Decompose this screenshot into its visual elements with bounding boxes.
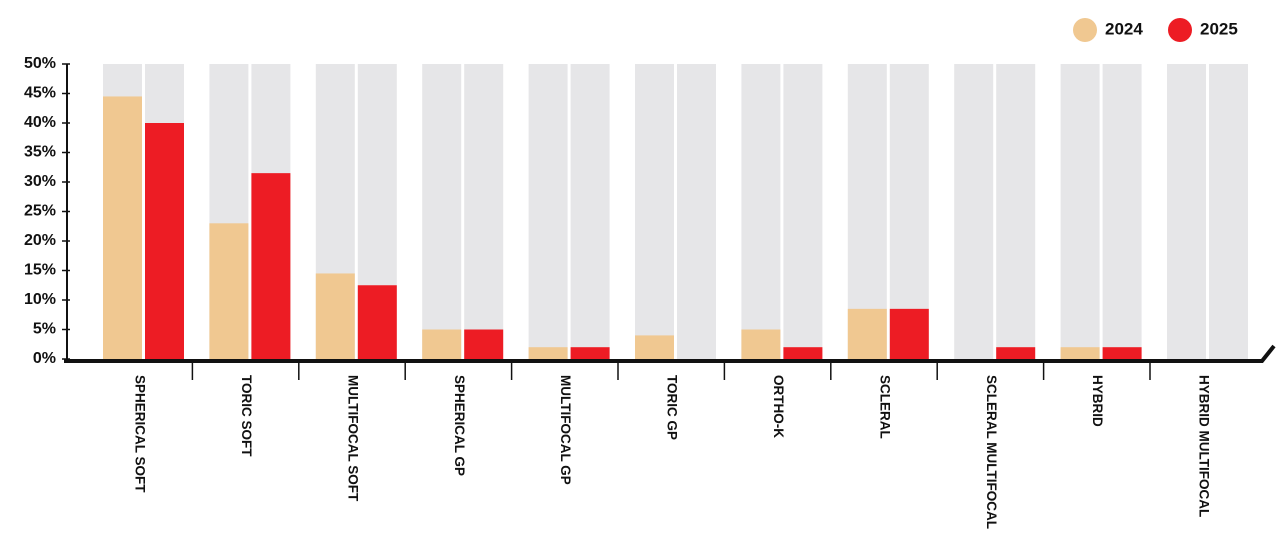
bar-background	[1209, 64, 1248, 359]
legend-swatch	[1168, 18, 1192, 42]
bar-background	[1102, 64, 1142, 359]
bar	[1102, 347, 1142, 359]
bar-background	[635, 64, 674, 359]
y-tick-label: 50%	[24, 55, 56, 72]
bar	[464, 329, 504, 359]
x-tick-label: HYBRID	[1090, 375, 1105, 427]
bar	[996, 347, 1036, 359]
x-tick-label: HYBRID MULTIFOCAL	[1197, 375, 1212, 517]
y-tick-label: 0%	[33, 350, 56, 367]
bar	[889, 308, 929, 359]
legend-label: 2024	[1105, 19, 1143, 38]
y-tick-label: 35%	[24, 144, 56, 161]
bar	[422, 329, 462, 359]
bar	[570, 347, 610, 359]
bar-background	[1167, 64, 1206, 359]
y-tick-label: 20%	[24, 232, 56, 249]
bar-background	[1060, 64, 1100, 359]
y-tick-label: 30%	[24, 173, 56, 190]
x-tick-label: SPHERICAL GP	[452, 375, 467, 476]
y-tick-label: 40%	[24, 114, 56, 131]
x-axis	[64, 344, 1276, 363]
bar	[251, 173, 291, 359]
x-tick-label: SCLERAL MULTIFOCAL	[984, 375, 999, 529]
x-tick-label: TORIC SOFT	[239, 375, 254, 457]
bar	[528, 347, 568, 359]
bar	[1060, 347, 1100, 359]
bar-background	[677, 64, 716, 359]
bar	[315, 273, 355, 359]
bar-background	[783, 64, 823, 359]
legend-label: 2025	[1200, 19, 1238, 38]
bar-background	[570, 64, 610, 359]
bar-background	[996, 64, 1036, 359]
bar-background	[422, 64, 462, 359]
y-tick-label: 25%	[24, 203, 56, 220]
bar	[847, 308, 887, 359]
bar	[145, 123, 184, 359]
x-tick-label: SCLERAL	[877, 375, 892, 439]
x-tick-label: MULTIFOCAL GP	[558, 375, 573, 485]
bar-background	[464, 64, 504, 359]
bar	[103, 96, 142, 359]
x-tick-label: ORTHO-K	[771, 375, 786, 438]
bar-background	[741, 64, 781, 359]
bar	[783, 347, 823, 359]
legend-swatch	[1073, 18, 1097, 42]
bar	[635, 335, 674, 359]
x-tick-label: MULTIFOCAL SOFT	[345, 375, 360, 502]
x-tick-label: SPHERICAL SOFT	[133, 375, 148, 493]
y-tick-label: 5%	[33, 321, 56, 338]
y-tick-label: 15%	[24, 262, 56, 279]
bar-background	[528, 64, 568, 359]
bar	[209, 223, 249, 359]
bar-background	[954, 64, 994, 359]
bar	[357, 285, 397, 359]
y-tick-label: 45%	[24, 85, 56, 102]
bar	[741, 329, 781, 359]
y-tick-label: 10%	[24, 291, 56, 308]
x-tick-label: TORIC GP	[665, 375, 680, 440]
